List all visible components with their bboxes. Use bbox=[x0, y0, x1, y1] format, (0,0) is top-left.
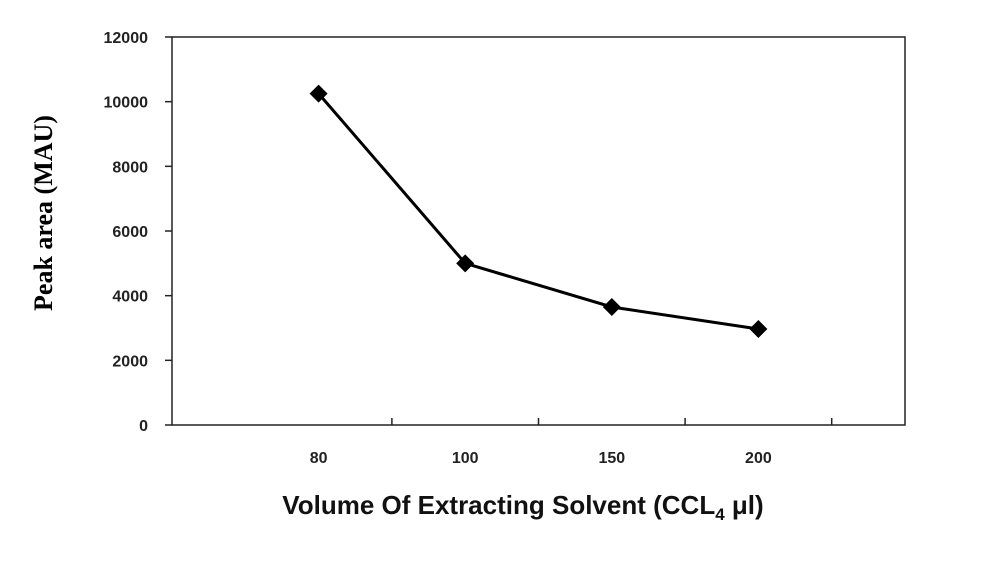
data-point-marker bbox=[456, 254, 475, 273]
y-tick-label: 8000 bbox=[112, 159, 148, 176]
y-axis-ticks: 0 2000 4000 6000 8000 10000 12000 bbox=[104, 30, 172, 435]
x-tick-label: 80 bbox=[310, 450, 328, 467]
y-tick-label: 0 bbox=[139, 418, 148, 435]
y-tick-label: 12000 bbox=[104, 30, 149, 47]
x-axis-label-subscript: 4 bbox=[715, 505, 725, 524]
data-point-marker bbox=[602, 297, 621, 316]
y-tick-label: 10000 bbox=[104, 95, 149, 112]
x-axis-label: Volume Of Extracting Solvent (CCL4 μl) bbox=[282, 490, 763, 524]
x-axis-label-suffix: μl) bbox=[725, 490, 764, 520]
x-axis-ticks: 80 100 150 200 bbox=[310, 418, 833, 467]
data-point-marker bbox=[309, 84, 328, 103]
x-axis-label-main: Volume Of Extracting Solvent (CCL bbox=[282, 490, 715, 520]
y-tick-label: 2000 bbox=[112, 353, 148, 370]
plot-area-frame bbox=[171, 36, 906, 426]
x-tick-label: 100 bbox=[452, 450, 479, 467]
x-tick-label: 150 bbox=[598, 450, 625, 467]
data-series bbox=[309, 84, 768, 338]
series-line bbox=[317, 92, 759, 331]
data-point-marker bbox=[749, 319, 768, 338]
y-tick-label: 6000 bbox=[112, 224, 148, 241]
y-axis-label: Peak area (MAU) bbox=[29, 115, 58, 311]
x-tick-label: 200 bbox=[745, 450, 772, 467]
y-tick-label: 4000 bbox=[112, 289, 148, 306]
